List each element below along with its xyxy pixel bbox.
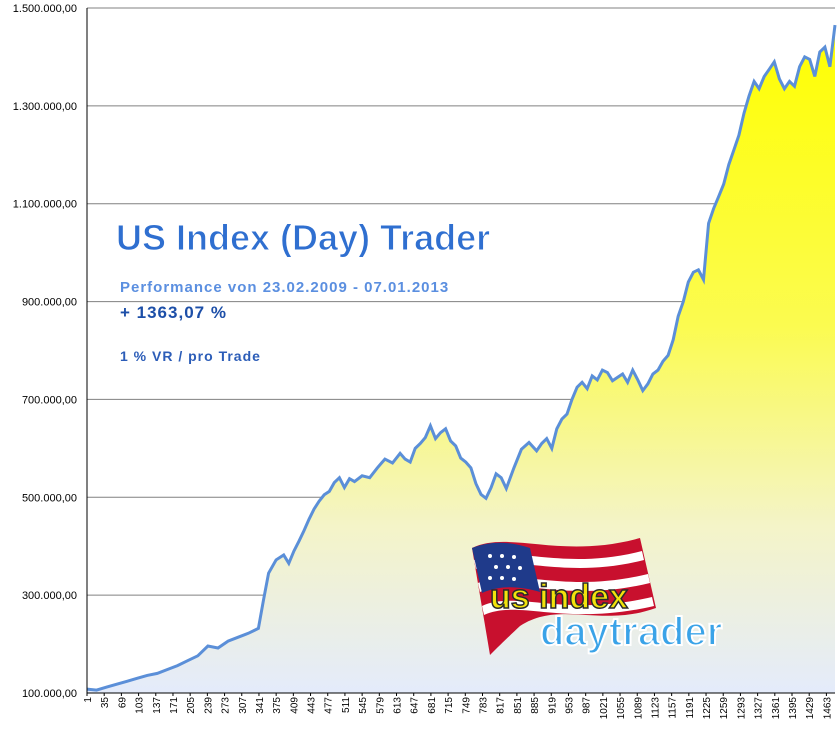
y-tick-label: 1.300.000,00: [13, 101, 77, 113]
x-tick-label: 851: [513, 697, 524, 714]
x-tick-label: 749: [461, 697, 472, 714]
x-tick-label: 137: [152, 697, 163, 714]
x-tick-label: 171: [169, 697, 180, 714]
x-tick-label: 1055: [616, 697, 627, 720]
x-tick-label: 953: [564, 697, 575, 714]
x-tick-label: 205: [186, 697, 197, 714]
x-tick-label: 545: [358, 697, 369, 714]
x-tick-label: 1395: [788, 697, 799, 720]
usindex-daytrader-logo: us index daytrader: [472, 538, 723, 655]
x-tick-label: 307: [238, 697, 249, 714]
x-tick-label: 885: [530, 697, 541, 714]
x-tick-label: 35: [100, 697, 111, 709]
x-tick-label: 1361: [771, 697, 782, 720]
x-tick-label: 443: [307, 697, 318, 714]
x-tick-label: 1327: [754, 697, 765, 720]
y-tick-label: 300.000,00: [22, 590, 77, 602]
x-tick-label: 69: [117, 697, 128, 709]
x-tick-label: 919: [547, 697, 558, 714]
x-tick-label: 273: [221, 697, 232, 714]
y-tick-label: 700.000,00: [22, 394, 77, 406]
y-tick-label: 900.000,00: [22, 297, 77, 309]
y-tick-label: 1.500.000,00: [13, 3, 77, 15]
x-tick-label: 1123: [650, 697, 661, 719]
x-tick-labels: 1 35 69 103 137 171 205 239 273 307 341 375 409 443 47…: [83, 693, 833, 719]
logo-text-bottom: daytrader: [540, 610, 722, 654]
us-flag-icon: [472, 538, 656, 655]
x-tick-label: 1429: [805, 697, 816, 720]
x-tick-label: 1: [83, 697, 94, 703]
x-tick-label: 477: [324, 697, 335, 714]
x-tick-label: 1089: [633, 697, 644, 720]
x-tick-label: 681: [427, 697, 438, 714]
risk-note: 1 % VR / pro Trade: [120, 348, 261, 364]
equity-area: [87, 25, 835, 694]
x-tick-label: 1225: [702, 697, 713, 720]
x-tick-label: 1021: [599, 697, 610, 720]
x-tick-label: 409: [289, 697, 300, 714]
x-tick-label: 341: [255, 697, 266, 714]
x-tick-label: 613: [393, 697, 404, 714]
x-tick-label: 511: [341, 697, 352, 713]
x-tick-label: 1259: [719, 697, 730, 720]
x-tick-label: 1157: [668, 697, 679, 719]
y-tick-label: 100.000,00: [22, 688, 77, 700]
x-tick-label: 783: [478, 697, 489, 714]
x-tick-label: 103: [135, 697, 146, 714]
y-tick-label: 1.100.000,00: [13, 199, 77, 211]
x-tick-label: 1463: [822, 697, 833, 720]
x-tick-label: 375: [272, 697, 283, 714]
chart-subtitle: Performance von 23.02.2009 - 07.01.2013: [120, 279, 449, 296]
x-tick-label: 1191: [685, 697, 696, 719]
x-tick-label: 647: [410, 697, 421, 714]
x-tick-label: 715: [444, 697, 455, 714]
x-tick-label: 817: [496, 697, 507, 714]
performance-value: + 1363,07 %: [120, 303, 227, 322]
x-tick-label: 239: [203, 697, 214, 714]
x-tick-label: 579: [375, 697, 386, 714]
x-tick-label: 987: [582, 697, 593, 714]
x-tick-label: 1293: [736, 697, 747, 720]
y-tick-labels: 100.000,00 300.000,00 500.000,00 700.000,00…: [13, 3, 77, 700]
chart-title: US Index (Day) Trader: [116, 217, 490, 258]
y-tick-label: 500.000,00: [22, 492, 77, 504]
logo-text-top: us index: [490, 578, 628, 616]
equity-line: [86, 24, 837, 692]
